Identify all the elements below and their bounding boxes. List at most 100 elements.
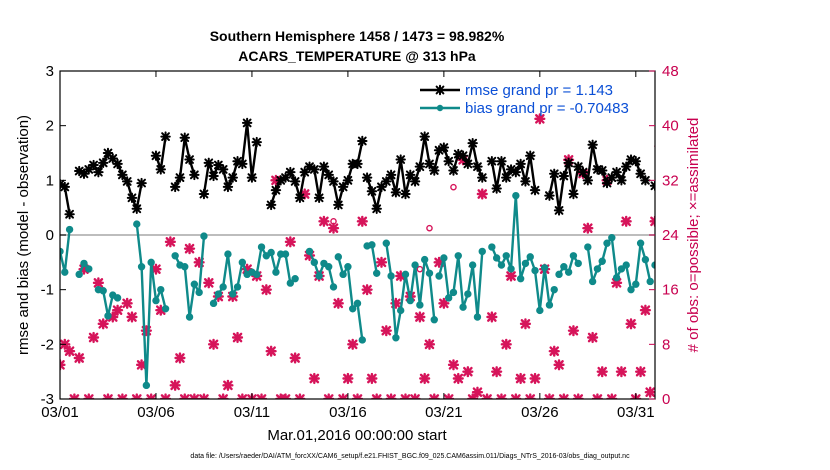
assimilated-obs-marker bbox=[63, 345, 76, 357]
rmse-point bbox=[112, 158, 123, 170]
marker-stroke bbox=[103, 394, 110, 399]
assimilated-obs-marker bbox=[174, 352, 186, 364]
marker-stroke bbox=[218, 394, 225, 399]
bias-point bbox=[161, 305, 170, 313]
x-tick-label: 03/31 bbox=[617, 404, 655, 421]
marker-stroke bbox=[650, 216, 655, 224]
legend-bias-marker bbox=[436, 104, 444, 112]
bias-point bbox=[80, 259, 88, 268]
bias-point bbox=[209, 299, 218, 308]
rmse-point bbox=[285, 166, 296, 178]
bias-point bbox=[133, 220, 141, 228]
bias-point bbox=[238, 258, 247, 267]
marker-stroke bbox=[595, 394, 603, 399]
marker-stroke bbox=[250, 394, 257, 399]
bias-point bbox=[497, 261, 506, 269]
chart-title: Southern Hemisphere 1458 / 1473 = 98.982… bbox=[210, 28, 505, 44]
assimilated-obs-marker bbox=[183, 243, 196, 255]
assimilated-obs-marker bbox=[308, 372, 320, 385]
marker-stroke bbox=[576, 394, 584, 399]
rmse-point bbox=[549, 168, 560, 179]
bias-point bbox=[113, 294, 122, 302]
marker-stroke bbox=[661, 159, 668, 166]
bias-point bbox=[315, 272, 323, 280]
assimilated-obs-marker bbox=[145, 393, 157, 399]
assimilated-obs-marker bbox=[111, 304, 124, 316]
rmse-point bbox=[611, 166, 622, 178]
assimilated-obs-marker bbox=[414, 311, 426, 323]
assimilated-obs-marker bbox=[87, 331, 100, 344]
rmse-point bbox=[333, 199, 344, 211]
rmse-point bbox=[597, 165, 608, 176]
rmse-point bbox=[328, 176, 339, 187]
rmse-point bbox=[198, 188, 210, 200]
assimilated-obs-marker bbox=[665, 155, 674, 164]
marker-stroke bbox=[160, 394, 168, 399]
assimilated-obs-marker bbox=[635, 366, 647, 378]
bias-point bbox=[190, 280, 199, 288]
rmse-point bbox=[352, 158, 363, 170]
marker-stroke bbox=[117, 394, 125, 399]
assimilated-obs-marker bbox=[462, 366, 474, 378]
marker-stroke bbox=[60, 179, 65, 186]
marker-stroke bbox=[192, 394, 200, 399]
bias-point bbox=[420, 255, 429, 264]
marker-stroke bbox=[106, 394, 113, 399]
bias-point bbox=[392, 334, 400, 342]
rmse-point bbox=[93, 166, 104, 178]
assimilated-obs-marker bbox=[347, 338, 359, 350]
rmse-point bbox=[64, 209, 75, 220]
bias-point bbox=[286, 279, 295, 287]
assimilated-obs-marker bbox=[332, 297, 344, 309]
y2-tick-label: 24 bbox=[662, 227, 679, 244]
marker-stroke bbox=[237, 394, 245, 399]
marker-stroke bbox=[470, 394, 478, 399]
marker-stroke bbox=[295, 394, 302, 399]
bias-point bbox=[632, 280, 640, 288]
rmse-point bbox=[155, 164, 166, 175]
marker-stroke bbox=[661, 313, 668, 320]
assimilated-obs-marker bbox=[491, 366, 503, 378]
possible-obs-marker bbox=[450, 183, 457, 191]
rmse-point bbox=[496, 156, 507, 167]
bias-point bbox=[85, 265, 93, 273]
marker-stroke bbox=[72, 394, 80, 399]
bias-point bbox=[411, 261, 419, 269]
rmse-point bbox=[265, 199, 277, 211]
rmse-point bbox=[237, 158, 248, 170]
assimilated-obs-marker bbox=[83, 393, 95, 399]
y-tick-label: -2 bbox=[41, 336, 54, 353]
bias-point bbox=[401, 270, 410, 279]
legend-bias-label: bias grand pr = -0.70483 bbox=[465, 100, 629, 117]
rmse-point bbox=[472, 161, 483, 172]
assimilated-obs-marker bbox=[323, 393, 335, 399]
rmse-point bbox=[309, 164, 320, 175]
assimilated-obs-marker bbox=[505, 270, 517, 282]
rmse-point bbox=[419, 131, 430, 142]
rmse-point bbox=[429, 165, 440, 176]
rmse-point bbox=[208, 170, 219, 182]
assimilated-obs-marker bbox=[375, 256, 388, 268]
bias-point bbox=[104, 312, 112, 320]
rmse-point bbox=[438, 142, 450, 153]
bias-point bbox=[502, 252, 510, 260]
rmse-point bbox=[318, 161, 330, 172]
bias-line-segment bbox=[251, 245, 296, 285]
marker-stroke bbox=[87, 394, 94, 399]
rmse-point bbox=[405, 169, 416, 181]
rmse-point bbox=[169, 181, 181, 193]
marker-stroke bbox=[413, 394, 420, 399]
bias-point bbox=[75, 270, 83, 279]
bias-point bbox=[358, 336, 366, 344]
marker-stroke bbox=[631, 394, 638, 399]
bias-point bbox=[512, 191, 520, 200]
assimilated-obs-marker bbox=[548, 345, 560, 357]
assimilated-obs-marker bbox=[519, 318, 532, 330]
rmse-point bbox=[467, 137, 478, 149]
assimilated-obs-marker bbox=[606, 393, 618, 399]
bias-point bbox=[617, 265, 626, 273]
assimilated-obs-marker bbox=[495, 393, 508, 399]
assimilated-obs-marker bbox=[116, 393, 128, 399]
marker-stroke bbox=[482, 394, 489, 399]
assimilated-obs-marker bbox=[591, 393, 604, 399]
